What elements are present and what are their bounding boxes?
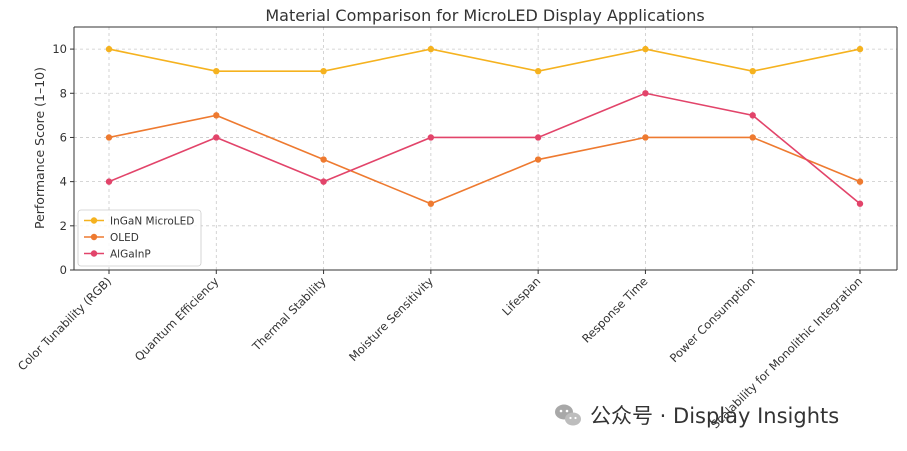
data-point: [642, 90, 649, 97]
legend: InGaN MicroLED OLED AlGaInP: [77, 209, 202, 267]
data-point: [213, 112, 220, 119]
series-line: [108, 48, 861, 72]
data-point: [427, 45, 435, 53]
data-point: [534, 156, 542, 163]
watermark-text: 公众号 · Display Insights: [590, 404, 839, 428]
x-tick-label: Quantum Efficiency: [132, 274, 222, 364]
legend-swatch-marker: [90, 250, 98, 257]
series-line: [108, 92, 861, 205]
data-point: [534, 67, 542, 75]
y-axis-ticks: 0 2 4 6 8 10: [52, 42, 74, 277]
data-point: [749, 112, 756, 119]
legend-label: InGaN MicroLED: [110, 216, 194, 228]
legend-frame: [77, 209, 202, 267]
legend-label: AlGaInP: [110, 249, 151, 261]
data-point: [534, 134, 542, 141]
data-point: [427, 200, 435, 207]
data-point: [320, 178, 327, 185]
data-point: [856, 200, 864, 207]
y-tick-label: 6: [60, 130, 67, 144]
wechat-icon: [555, 404, 581, 426]
x-tick-label: Color Tunability (RGB): [15, 274, 114, 373]
watermark: 公众号 · Display Insights: [555, 404, 839, 428]
x-tick-label: Response Time: [579, 274, 650, 345]
data-point: [642, 134, 649, 141]
data-point: [749, 67, 756, 75]
legend-swatch-marker: [90, 233, 98, 241]
series-oled: [105, 112, 864, 207]
legend-label: OLED: [110, 232, 139, 244]
data-point: [856, 178, 864, 185]
data-point: [213, 67, 220, 75]
x-tick-label: Power Consumption: [667, 274, 758, 365]
x-tick-label: Moisture Sensitivity: [346, 274, 436, 364]
data-point: [320, 67, 327, 75]
data-point: [642, 45, 649, 53]
data-point: [105, 45, 113, 53]
x-tick-label: Thermal Stability: [249, 274, 329, 354]
data-point: [427, 134, 435, 141]
series: [105, 45, 864, 207]
data-point: [749, 134, 756, 141]
data-point: [105, 178, 113, 185]
y-tick-label: 0: [60, 263, 67, 277]
data-point: [213, 134, 220, 141]
series-line: [108, 114, 861, 205]
y-tick-label: 4: [60, 175, 67, 189]
axes: [73, 26, 898, 271]
legend-swatch-marker: [90, 217, 98, 224]
series-ingan-microled: [105, 45, 864, 75]
y-tick-label: 10: [52, 42, 67, 56]
x-tick-label: Lifespan: [499, 274, 543, 318]
y-axis-label: Performance Score (1–10): [32, 67, 47, 229]
data-point: [856, 45, 864, 53]
series-algainp: [105, 90, 864, 207]
y-tick-label: 8: [60, 86, 67, 100]
data-point: [105, 134, 113, 141]
chart-title: Material Comparison for MicroLED Display…: [265, 6, 704, 25]
data-point: [320, 156, 327, 163]
y-tick-label: 2: [60, 219, 67, 233]
